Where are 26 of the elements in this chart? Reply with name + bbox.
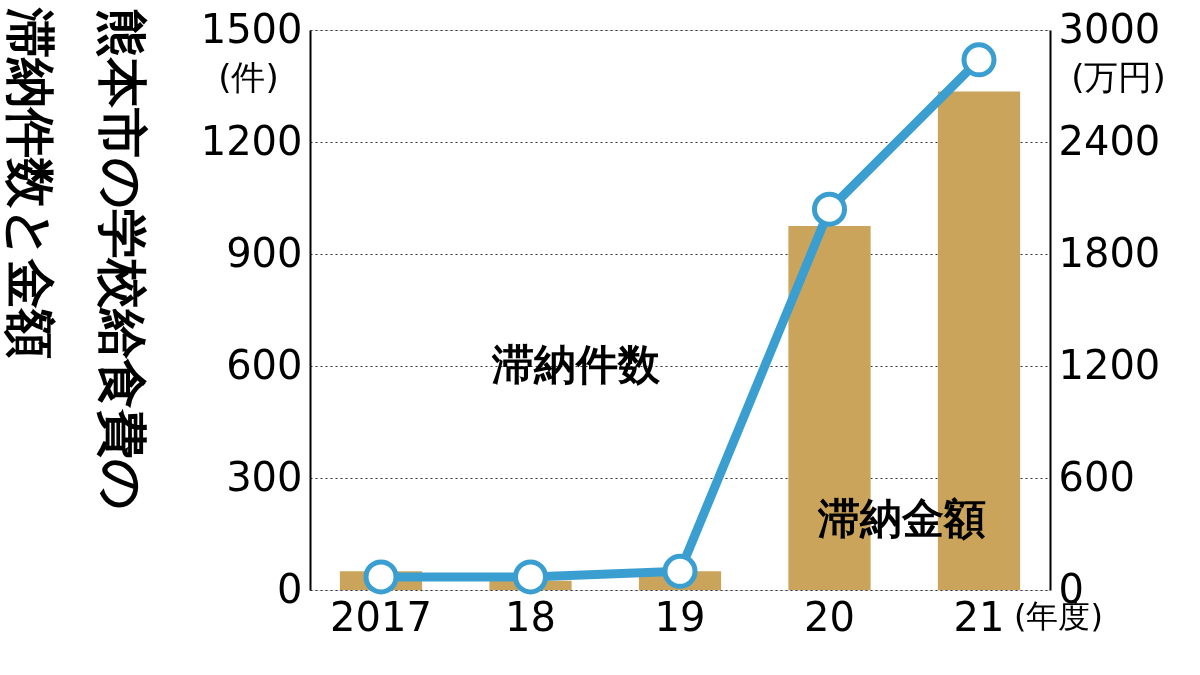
text: 熊本市の学校給食費の [93,8,151,510]
x-tick-label: 2017 [330,593,432,640]
x-tick-label: 20 [804,593,855,640]
y-tick-label: 300 [226,453,303,500]
point [662,553,698,589]
y2-tick-label: 1800 [1058,229,1161,276]
point [363,559,399,595]
point [961,42,997,78]
x-tick-label: 18 [505,593,556,640]
text: 滞納件数と金額 [1,7,59,359]
y2-tick-label: 3000 [1058,5,1161,52]
y-tick-label: 600 [226,341,303,388]
text: 滞納件数 [491,340,662,389]
y-axis-title: (件) [218,56,279,97]
x-tick-label: 21 [953,593,1005,640]
y-tick-label: 1200 [200,117,303,164]
x-tick-label: 19 [654,593,706,640]
y-tick-label: 0 [277,565,303,612]
y-tick-label: 1500 [200,5,303,52]
y2-axis-title: (万円) [1071,56,1166,97]
y-tick-label: 900 [226,229,303,276]
point [513,559,549,595]
y2-tick-label: 600 [1058,453,1135,500]
y2-tick-label: 2400 [1058,117,1161,164]
point [811,191,847,227]
y2-tick-label: 1200 [1058,341,1161,388]
